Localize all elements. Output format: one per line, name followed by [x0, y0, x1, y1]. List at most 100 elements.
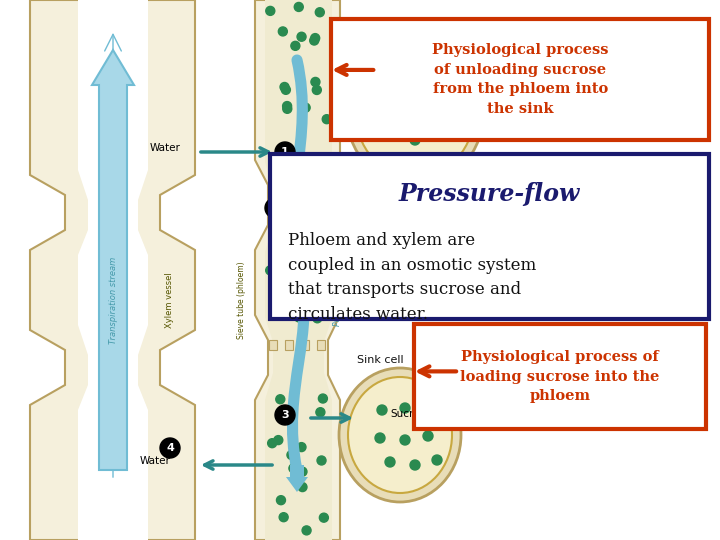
Circle shape	[410, 70, 420, 80]
FancyArrow shape	[92, 50, 134, 470]
Circle shape	[423, 407, 433, 417]
Circle shape	[275, 142, 295, 162]
Circle shape	[385, 75, 395, 85]
Circle shape	[297, 443, 306, 451]
Circle shape	[283, 104, 292, 113]
Circle shape	[287, 450, 296, 460]
Text: Pressure-flow: Pressure-flow	[399, 182, 580, 206]
Text: Physiological process of
loading sucrose into the
phloem: Physiological process of loading sucrose…	[460, 350, 660, 403]
Circle shape	[280, 83, 289, 91]
Circle shape	[310, 36, 319, 45]
Circle shape	[410, 460, 420, 470]
Text: Water: Water	[150, 143, 181, 153]
Circle shape	[432, 455, 442, 465]
Polygon shape	[265, 0, 332, 540]
Circle shape	[298, 483, 307, 491]
Circle shape	[415, 105, 425, 115]
Circle shape	[266, 6, 275, 15]
Bar	[317, 340, 325, 350]
Circle shape	[287, 288, 297, 298]
Circle shape	[160, 438, 180, 458]
Circle shape	[423, 431, 433, 441]
Circle shape	[275, 405, 295, 425]
Circle shape	[318, 394, 328, 403]
Text: Phloem and xylem are
coupled in an osmotic system
that transports sucrose and
ci: Phloem and xylem are coupled in an osmot…	[288, 232, 536, 323]
Circle shape	[427, 90, 437, 100]
Circle shape	[400, 403, 410, 413]
Bar	[269, 180, 277, 190]
Bar	[331, 19, 709, 140]
Polygon shape	[255, 0, 340, 540]
Ellipse shape	[346, 33, 484, 187]
Circle shape	[298, 467, 307, 476]
Bar	[301, 180, 309, 190]
Circle shape	[282, 85, 290, 94]
Circle shape	[312, 314, 322, 323]
Circle shape	[301, 103, 310, 112]
Circle shape	[316, 408, 325, 417]
Circle shape	[315, 8, 324, 17]
Circle shape	[269, 306, 278, 314]
FancyArrow shape	[286, 465, 308, 492]
Circle shape	[314, 247, 323, 256]
Circle shape	[385, 457, 395, 467]
Circle shape	[276, 496, 285, 505]
Text: Source cell: Source cell	[384, 23, 446, 33]
Circle shape	[311, 77, 320, 86]
Circle shape	[438, 128, 448, 138]
Circle shape	[281, 284, 289, 293]
Circle shape	[265, 198, 285, 218]
Circle shape	[311, 33, 320, 43]
Circle shape	[400, 435, 410, 445]
Text: Xylem vessel: Xylem vessel	[166, 272, 174, 328]
Polygon shape	[78, 0, 148, 540]
Circle shape	[320, 513, 328, 522]
Circle shape	[268, 438, 276, 448]
Bar	[414, 324, 706, 429]
Circle shape	[283, 102, 292, 111]
Circle shape	[435, 77, 445, 87]
Circle shape	[279, 512, 288, 522]
Circle shape	[297, 243, 305, 252]
Circle shape	[317, 456, 326, 465]
Circle shape	[377, 405, 387, 415]
Circle shape	[300, 260, 309, 268]
Circle shape	[292, 152, 301, 161]
Circle shape	[279, 27, 287, 36]
Circle shape	[294, 3, 303, 11]
Text: Sucrose: Sucrose	[388, 152, 429, 162]
Text: Sieve tube (phloem): Sieve tube (phloem)	[238, 261, 246, 339]
Bar	[317, 180, 325, 190]
Bar	[301, 340, 309, 350]
Circle shape	[276, 395, 285, 404]
Circle shape	[302, 526, 311, 535]
Bar	[285, 340, 293, 350]
Circle shape	[323, 114, 331, 124]
Text: Pressure flow: Pressure flow	[333, 274, 343, 326]
Circle shape	[390, 103, 400, 113]
Circle shape	[274, 436, 283, 444]
Bar	[269, 340, 277, 350]
Circle shape	[317, 164, 325, 173]
Circle shape	[302, 271, 311, 280]
Text: 2: 2	[271, 203, 279, 213]
Circle shape	[271, 268, 279, 276]
Bar	[285, 180, 293, 190]
Text: Transpiration stream: Transpiration stream	[109, 256, 117, 343]
Ellipse shape	[339, 368, 461, 502]
Text: 4: 4	[166, 443, 174, 453]
Circle shape	[266, 266, 275, 275]
Circle shape	[274, 303, 283, 312]
Text: Water: Water	[388, 175, 419, 185]
Text: Physiological process
of unloading sucrose
from the phloem into
the sink: Physiological process of unloading sucro…	[432, 43, 608, 116]
Text: 1: 1	[281, 147, 289, 157]
Circle shape	[284, 246, 293, 255]
Text: Water: Water	[140, 456, 171, 466]
Bar	[270, 154, 709, 319]
Text: Sucrose: Sucrose	[390, 409, 431, 419]
Text: Sink cell: Sink cell	[356, 355, 403, 365]
Circle shape	[375, 433, 385, 443]
Text: 3: 3	[282, 410, 289, 420]
Circle shape	[440, 100, 450, 110]
Circle shape	[297, 32, 306, 41]
